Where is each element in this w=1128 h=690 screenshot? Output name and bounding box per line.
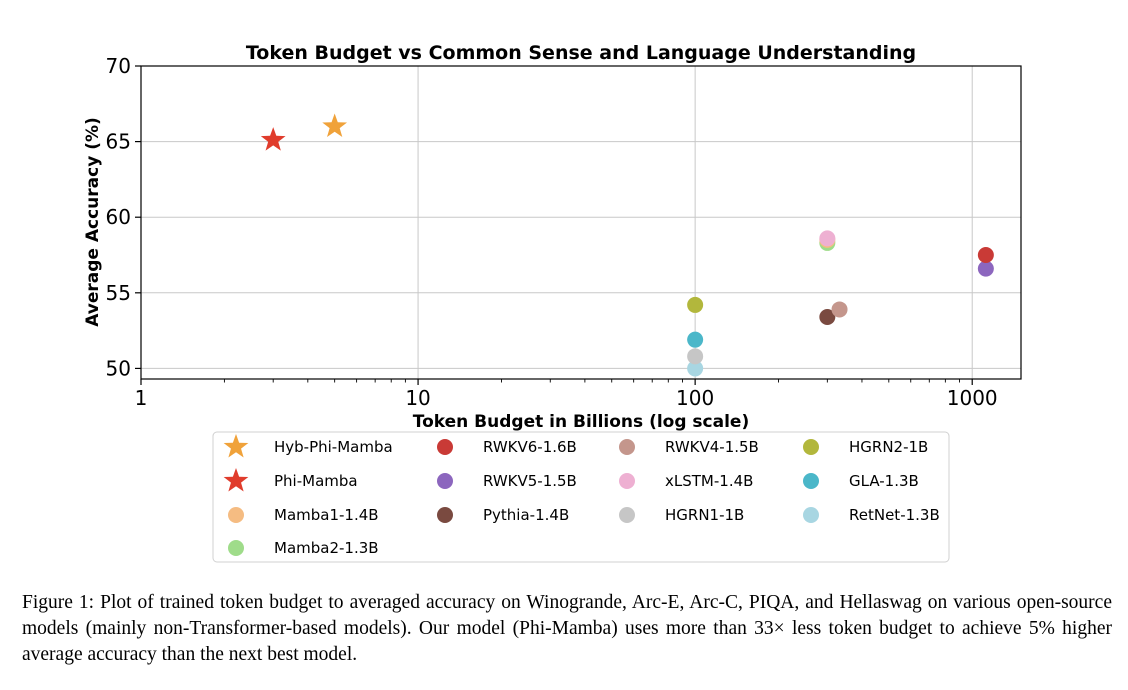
- legend-marker-rwkv5-1-5b: [437, 473, 453, 489]
- legend-marker-hyb-phi-mamba: [223, 434, 249, 458]
- grid: [141, 66, 1021, 379]
- point-rwkv5-1-5b: [977, 260, 994, 277]
- legend-label: RWKV6-1.6B: [483, 438, 577, 456]
- legend-marker-hgrn1-1b: [619, 507, 635, 523]
- legend-items: Hyb-Phi-Mamba RWKV6-1.6B RWKV4-1.5B HGRN2-1…: [223, 434, 940, 557]
- legend-box: [212, 431, 950, 563]
- x-tick-label: 1000: [947, 386, 998, 410]
- legend-marker-rwkv4-1-5b: [619, 439, 635, 455]
- point-hgrn2-1b: [687, 296, 704, 313]
- y-tick-label: 70: [106, 54, 131, 78]
- legend-label: RWKV4-1.5B: [665, 438, 759, 456]
- y-tick-label: 50: [106, 356, 131, 380]
- legend-label: Mamba1-1.4B: [274, 506, 379, 524]
- legend-label: RetNet-1.3B: [849, 506, 940, 524]
- data-points: [260, 113, 994, 377]
- point-rwkv6-1-6b: [977, 247, 994, 264]
- legend-marker-xlstm-1-4b: [619, 473, 635, 489]
- x-tick-label: 100: [676, 386, 714, 410]
- x-tick-label: 10: [405, 386, 430, 410]
- x-tick-label: 1: [135, 386, 148, 410]
- legend-label: xLSTM-1.4B: [665, 472, 753, 490]
- legend-marker-pythia-1-4b: [437, 507, 453, 523]
- y-tick-label: 60: [106, 205, 131, 229]
- legend-marker-gla-1-3b: [803, 473, 819, 489]
- figure-caption: Figure 1: Plot of trained token budget t…: [22, 592, 1112, 665]
- legend-marker-mamba2-1-3b: [228, 540, 244, 556]
- legend-marker-mamba1-1-4b: [228, 507, 244, 523]
- legend-label: RWKV5-1.5B: [483, 472, 577, 490]
- point-retnet-1-3b: [687, 360, 704, 377]
- y-tick-label: 65: [106, 130, 131, 154]
- point-hyb-phi-mamba: [322, 113, 348, 137]
- legend-label: Phi-Mamba: [274, 472, 358, 490]
- point-phi-mamba: [260, 127, 286, 151]
- legend-label: HGRN2-1B: [849, 438, 928, 456]
- scatter-chart: Token Budget vs Common Sense and Languag…: [83, 42, 1022, 563]
- legend-marker-hgrn2-1b: [803, 439, 819, 455]
- legend-label: Pythia-1.4B: [483, 506, 569, 524]
- legend-label: Hyb-Phi-Mamba: [274, 438, 393, 456]
- point-rwkv4-1-5b: [831, 301, 848, 318]
- x-axis-label: Token Budget in Billions (log scale): [413, 412, 749, 432]
- legend-marker-retnet-1-3b: [803, 507, 819, 523]
- legend-marker-rwkv6-1-6b: [437, 439, 453, 455]
- point-gla-1-3b: [687, 331, 704, 348]
- point-pythia-1-4b: [819, 309, 836, 326]
- legend-label: GLA-1.3B: [849, 472, 919, 490]
- point-xlstm-1-4b: [819, 230, 836, 247]
- legend: Hyb-Phi-Mamba RWKV6-1.6B RWKV4-1.5B HGRN2-1…: [212, 431, 950, 563]
- plot-area: [140, 65, 1022, 380]
- axis-ticks: 1 10 100 1000 50 55 60 65 70: [106, 54, 998, 410]
- y-tick-label: 55: [106, 281, 131, 305]
- legend-label: HGRN1-1B: [665, 506, 744, 524]
- point-hgrn1-1b: [687, 348, 704, 365]
- chart-title: Token Budget vs Common Sense and Languag…: [246, 42, 916, 64]
- legend-marker-phi-mamba: [223, 468, 249, 492]
- y-axis-label: Average Accuracy (%): [83, 117, 103, 327]
- legend-label: Mamba2-1.3B: [274, 539, 379, 557]
